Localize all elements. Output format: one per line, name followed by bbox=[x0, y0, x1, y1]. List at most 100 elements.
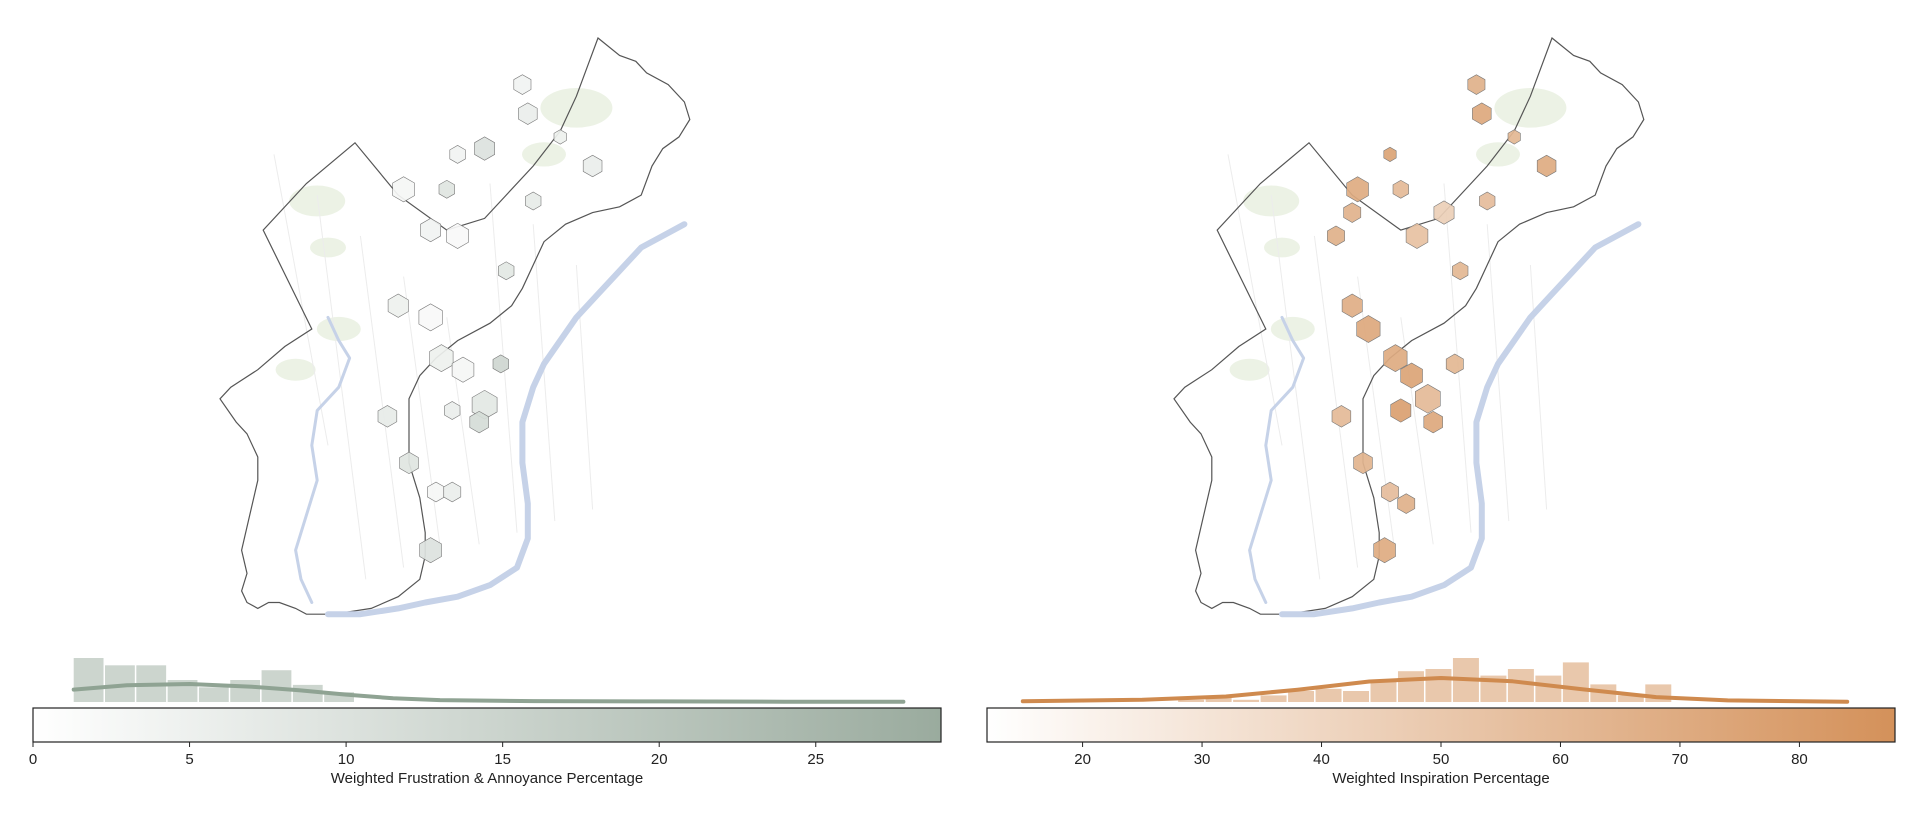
histogram-bar bbox=[73, 658, 104, 702]
hex-bin bbox=[1467, 74, 1486, 95]
hex-bin bbox=[1383, 146, 1397, 162]
histogram-bar bbox=[1260, 695, 1287, 702]
hex-bin bbox=[1331, 405, 1352, 428]
left-figure: 0 5 10 15 20 25 Weighted Frustration & Annoyan… bbox=[29, 37, 942, 787]
hex-bin bbox=[399, 451, 419, 475]
histogram-bar bbox=[1617, 695, 1644, 702]
hex-bin bbox=[1373, 537, 1396, 564]
histogram-bar bbox=[1425, 669, 1452, 702]
hex-bin bbox=[387, 293, 409, 318]
park-area bbox=[1264, 237, 1300, 258]
park-area bbox=[316, 316, 361, 342]
colorbar-tick-label: 10 bbox=[338, 751, 355, 768]
hex-bin bbox=[518, 102, 538, 125]
colorbar-tick-label: 20 bbox=[651, 751, 668, 768]
colorbar-tick-label: 70 bbox=[1672, 751, 1689, 768]
hex-bin bbox=[1397, 493, 1416, 514]
colorbar-tick-label: 30 bbox=[1194, 751, 1211, 768]
colorbar-tick-label: 60 bbox=[1552, 751, 1569, 768]
street-line bbox=[1529, 264, 1548, 510]
hex-bin bbox=[553, 129, 567, 145]
hex-bin bbox=[1536, 154, 1557, 178]
street-line bbox=[403, 276, 442, 557]
hex-bin bbox=[438, 179, 455, 199]
hex-bin bbox=[582, 154, 603, 178]
kde-curve bbox=[71, 682, 906, 704]
schuylkill-river bbox=[294, 315, 352, 604]
histogram-bar bbox=[1535, 675, 1562, 702]
hex-bin bbox=[492, 354, 509, 374]
colorbar-label: Weighted Inspiration Percentage bbox=[1332, 770, 1549, 787]
hex-bin bbox=[1415, 384, 1441, 414]
hex-bin bbox=[392, 176, 415, 203]
histogram-bar bbox=[324, 692, 354, 702]
park-area bbox=[310, 237, 346, 258]
hex-bin bbox=[1356, 315, 1381, 343]
colorbar-tick-label: 5 bbox=[185, 751, 193, 768]
histogram-bar bbox=[1343, 691, 1370, 702]
park-area bbox=[1229, 358, 1270, 381]
colorbar-tick-label: 25 bbox=[807, 751, 824, 768]
colorbar-tick-label: 80 bbox=[1791, 751, 1808, 768]
histogram-bar bbox=[1205, 697, 1232, 702]
kde-curve bbox=[1020, 676, 1850, 704]
hex-bin bbox=[1507, 129, 1521, 145]
hex-bin bbox=[1343, 202, 1362, 223]
hex-bin bbox=[446, 222, 469, 249]
hex-bin bbox=[469, 410, 489, 434]
colorbar-tick-label: 40 bbox=[1313, 751, 1330, 768]
hex-bin bbox=[1452, 261, 1469, 281]
street-line bbox=[1227, 154, 1283, 446]
hex-bin bbox=[1445, 353, 1464, 375]
hex-bin bbox=[1472, 102, 1492, 125]
hex-bin bbox=[1400, 362, 1423, 389]
schuylkill-river bbox=[1248, 315, 1306, 604]
street-line bbox=[1486, 224, 1510, 522]
map-group bbox=[219, 37, 691, 618]
colorbar bbox=[986, 707, 1896, 743]
colorbar-tick-label: 15 bbox=[494, 751, 511, 768]
hex-bin bbox=[1405, 222, 1429, 249]
street-line bbox=[273, 154, 329, 446]
histogram-bar bbox=[1288, 691, 1315, 702]
hex-bin bbox=[1341, 293, 1363, 318]
park-area bbox=[275, 358, 316, 381]
park-area bbox=[1476, 142, 1520, 167]
hex-bin bbox=[1353, 451, 1373, 475]
street-line bbox=[1313, 235, 1359, 568]
colorbar-tick-label: 0 bbox=[29, 751, 37, 768]
hex-bin bbox=[1383, 344, 1408, 372]
hex-bin bbox=[1327, 225, 1345, 247]
street-line bbox=[316, 195, 367, 580]
histogram-bar bbox=[1562, 662, 1589, 702]
histogram-bar bbox=[1370, 680, 1397, 702]
street-line bbox=[575, 264, 594, 510]
delaware-river bbox=[1279, 221, 1642, 618]
park-area bbox=[522, 142, 566, 167]
histogram-bar bbox=[1397, 671, 1424, 702]
hex-bin bbox=[1479, 191, 1496, 211]
hex-bin bbox=[449, 145, 466, 164]
park-area bbox=[1243, 185, 1300, 217]
hex-bin bbox=[420, 218, 441, 243]
hex-bin bbox=[513, 74, 532, 95]
histogram-bar bbox=[1233, 699, 1260, 702]
hex-bin bbox=[1381, 481, 1399, 503]
hex-bin bbox=[474, 136, 495, 161]
histogram-bar bbox=[1315, 688, 1342, 702]
hex-bin bbox=[443, 481, 462, 503]
hex-bin bbox=[418, 303, 443, 332]
hex-bin bbox=[525, 191, 542, 211]
colorbar-tick-label: 50 bbox=[1433, 751, 1450, 768]
histogram-bar bbox=[1507, 669, 1534, 702]
hex-bin bbox=[1390, 398, 1412, 423]
hex-bin bbox=[377, 405, 398, 428]
street-line bbox=[359, 235, 405, 568]
city-boundary bbox=[1173, 37, 1645, 615]
histogram-bar bbox=[230, 680, 261, 702]
delaware-river bbox=[325, 221, 688, 618]
hex-bin bbox=[427, 481, 445, 503]
street-line bbox=[1270, 195, 1321, 580]
right-panel: 20 30 40 50 60 70 80 Weighted Inspiration Perce… bbox=[954, 0, 1908, 814]
left-panel: 0 5 10 15 20 25 Weighted Frustration & Annoyan… bbox=[29, 37, 942, 787]
